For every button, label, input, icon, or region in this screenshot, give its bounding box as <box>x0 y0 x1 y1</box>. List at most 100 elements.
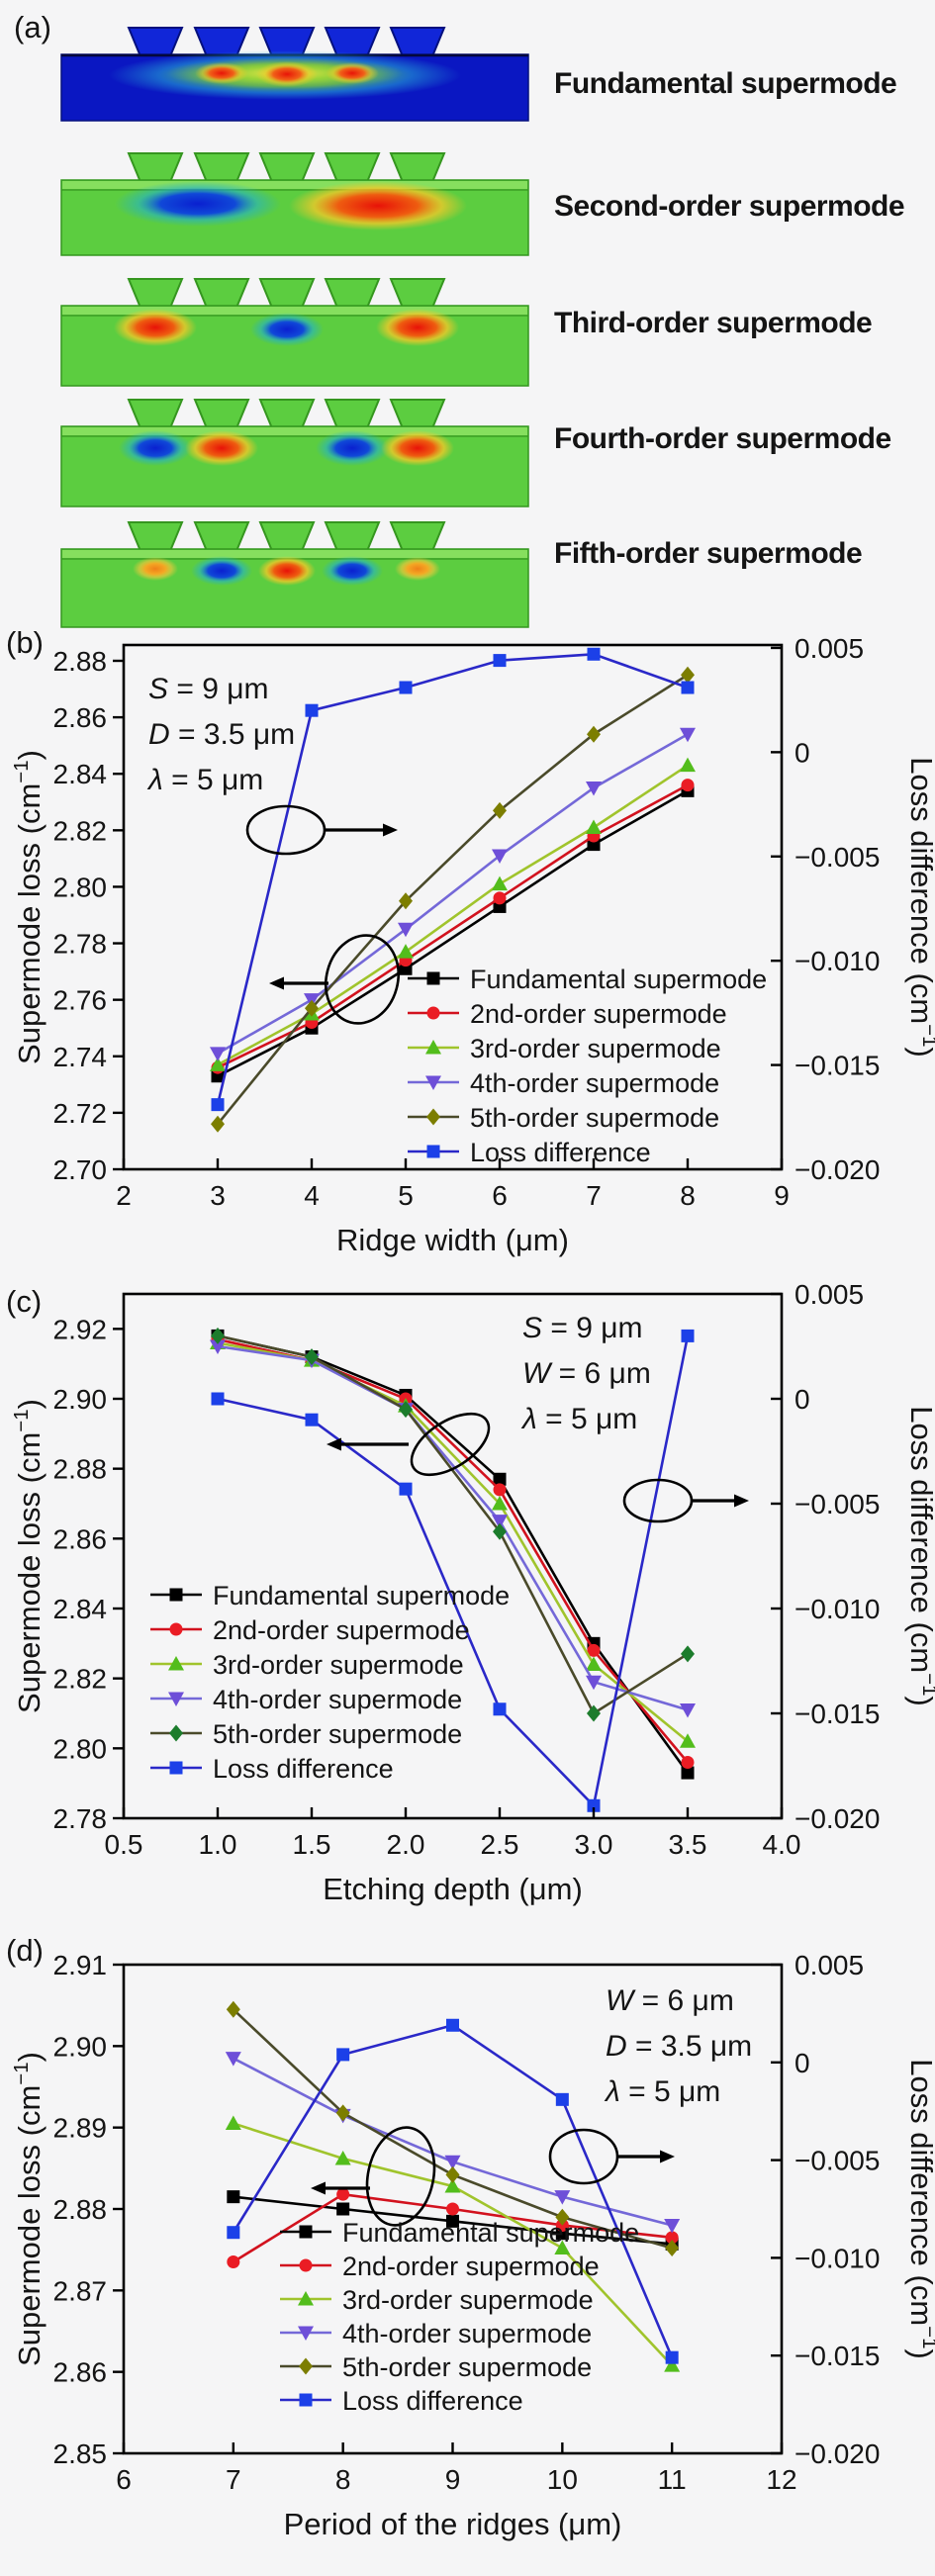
y-left-tick-label: 2.88 <box>53 1454 108 1485</box>
series-markers-2nd-order-supermode <box>227 2187 679 2269</box>
series-line-3rd-order-supermode <box>217 764 689 1066</box>
y-right-tick-label: 0 <box>795 2048 810 2078</box>
series-line-5th-order-supermode <box>217 1334 689 1715</box>
legend: Fundamental supermode 2nd-order supermode… <box>408 965 767 1167</box>
mode-field-blob-blue <box>119 430 192 466</box>
legend-label: 2nd-order supermode <box>342 2252 600 2281</box>
chart-panel-d: 6 7 8 9 10 11 12 2.85 2.86 2.87 2.88 2.89 2.90 2.91 0.… <box>10 1950 935 2541</box>
y-left-tick-label: 2.74 <box>53 1042 108 1072</box>
legend-item: 5th-order supermode <box>150 1719 462 1749</box>
y-right-tick-label: 0 <box>795 1384 810 1415</box>
mode-field-blob-red <box>185 430 258 466</box>
y-right-tick-label: −0.015 <box>795 2341 880 2371</box>
series-line-4th-order-supermode <box>217 1344 689 1711</box>
panel-b-letter: (b) <box>6 625 44 660</box>
mode-field-blob-redcore <box>326 62 379 84</box>
legend-label: 2nd-order supermode <box>470 999 727 1029</box>
x-tick-label: 0.5 <box>105 1829 143 1860</box>
x-tick-label: 11 <box>658 2464 687 2495</box>
mode-label-fifth-order: Fifth-order supermode <box>554 537 863 570</box>
x-tick-label: 9 <box>774 1180 790 1211</box>
y-right-tick-label: −0.015 <box>795 1699 880 1729</box>
x-tick-label: 6 <box>492 1180 508 1211</box>
legend: Fundamental supermode 2nd-order supermode… <box>150 1581 510 1784</box>
callout-ellipse <box>410 1412 491 1477</box>
parameter-annotation: W = 6 μm D = 3.5 μm λ = 5 μm <box>604 1984 752 2108</box>
legend-item: Loss difference <box>150 1754 394 1784</box>
y-right-tick-label: −0.020 <box>795 1803 880 1834</box>
y-left-tick-label: 2.85 <box>53 2438 108 2469</box>
x-tick-label: 2.0 <box>387 1829 425 1860</box>
y-right-tick-label: 0.005 <box>795 1950 864 1980</box>
x-tick-label: 1.0 <box>199 1829 237 1860</box>
mode-image-row-4 <box>60 521 529 628</box>
annotation-line: W = 6 μm <box>606 1984 734 2017</box>
y-left-tick-label: 2.82 <box>53 1664 108 1695</box>
y-left-tick-label: 2.84 <box>53 1594 108 1624</box>
y-left-tick-label: 2.78 <box>53 929 108 960</box>
mode-field-blob-redcore <box>195 62 248 84</box>
series-line-5th-order-supermode <box>216 674 689 1126</box>
y-right-tick-label: −0.010 <box>795 1594 880 1624</box>
y-left-tick-label: 2.88 <box>53 646 108 677</box>
ridge <box>127 278 184 309</box>
callout-1 <box>269 934 400 1025</box>
panel-a-letter: (a) <box>14 10 51 45</box>
y-left-tick-label: 2.72 <box>53 1098 108 1129</box>
legend-item: 4th-order supermode <box>280 2319 592 2348</box>
x-tick-label: 3.0 <box>575 1829 613 1860</box>
callout-ellipse <box>325 934 400 1025</box>
mode-image-row-2 <box>60 278 529 387</box>
ridge <box>324 521 381 552</box>
annotation-line: S = 9 μm <box>148 673 269 705</box>
series-line-loss-difference <box>216 652 689 1105</box>
axis-ticks-and-labels: 2 3 4 5 6 7 8 9 2.70 2.72 2.74 2.76 2.78 2.80 2.82 2.84… <box>53 633 881 1211</box>
ridge <box>127 152 184 183</box>
svg-text:Loss difference (cm−1): Loss difference (cm−1) <box>904 2059 935 2359</box>
y-right-tick-label: 0.005 <box>795 1279 864 1310</box>
mode-field-blob-blue <box>316 430 389 466</box>
ridge <box>389 521 446 552</box>
legend-item: 2nd-order supermode <box>408 999 727 1029</box>
legend-item: 3rd-order supermode <box>408 1034 721 1063</box>
x-tick-label: 2 <box>116 1180 132 1211</box>
annotation-line: λ = 5 μm <box>146 764 263 796</box>
callout-0 <box>327 1412 491 1477</box>
x-axis-title: Ridge width (μm) <box>336 1223 569 1257</box>
series-markers-3rd-order-supermode <box>210 757 696 1071</box>
y-right-tick-label: −0.005 <box>795 1489 880 1519</box>
y-left-tick-label: 2.78 <box>53 1803 108 1834</box>
annotation-line: λ = 5 μm <box>520 1403 637 1435</box>
series-group <box>225 2000 681 2372</box>
legend-item: Loss difference <box>280 2386 523 2416</box>
x-tick-label: 9 <box>445 2464 461 2495</box>
legend-item: 3rd-order supermode <box>280 2285 594 2315</box>
x-tick-label: 4.0 <box>763 1829 801 1860</box>
ridge <box>193 278 250 309</box>
callout-0 <box>245 804 398 856</box>
mode-field-blob-orange <box>133 557 178 581</box>
x-tick-label: 8 <box>680 1180 696 1211</box>
legend-item: Loss difference <box>408 1138 651 1167</box>
plot-frame <box>122 1292 784 1820</box>
callout-1 <box>622 1478 749 1523</box>
ridge <box>258 278 316 309</box>
y-left-tick-label: 2.82 <box>53 815 108 846</box>
svg-text:Loss difference (cm−1): Loss difference (cm−1) <box>904 757 935 1058</box>
y-left-tick-label: 2.84 <box>53 759 108 789</box>
legend-label: 2nd-order supermode <box>213 1615 470 1645</box>
y-right-tick-label: −0.010 <box>795 946 880 976</box>
mode-field-blob-orange <box>395 557 440 581</box>
mode-field-blob-blue <box>322 556 383 586</box>
annotation-line: S = 9 μm <box>522 1312 643 1344</box>
mode-field-blob-blue <box>250 313 324 346</box>
legend-label: 5th-order supermode <box>342 2352 592 2382</box>
series-group <box>210 1327 696 1812</box>
y-right-tick-label: −0.020 <box>795 2438 880 2469</box>
y-left-tick-label: 2.80 <box>53 1733 108 1764</box>
legend-label: 5th-order supermode <box>470 1103 719 1133</box>
x-tick-label: 1.5 <box>293 1829 331 1860</box>
ridge <box>389 152 446 183</box>
series-markers-loss-difference <box>227 2018 679 2364</box>
